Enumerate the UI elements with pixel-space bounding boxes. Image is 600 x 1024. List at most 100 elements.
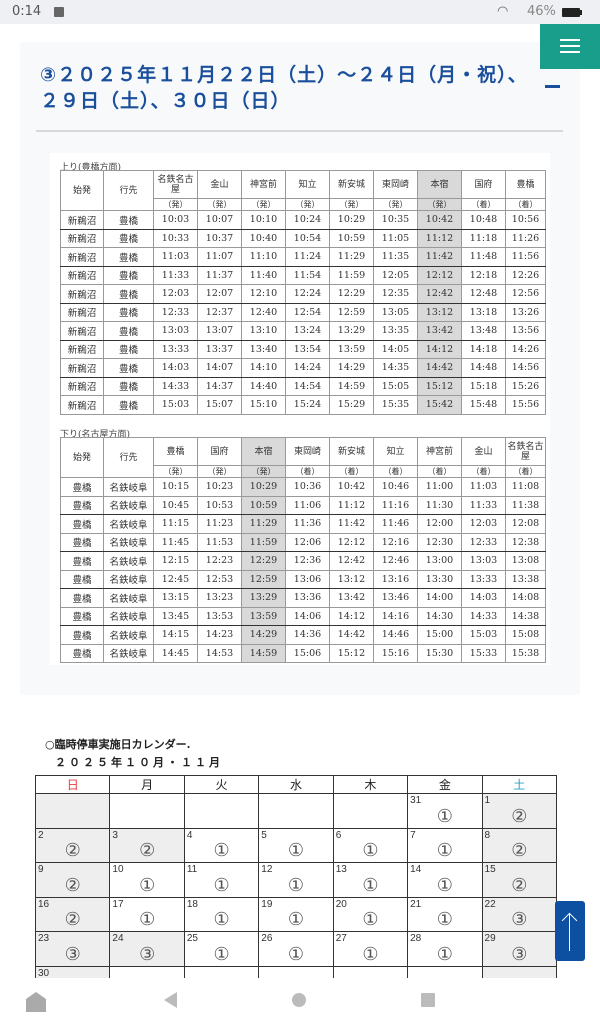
table-cell: 10:42 <box>417 210 462 230</box>
table-cell: 12:37 <box>197 302 242 322</box>
table-row: 豊橋 名鉄岐阜 11:45 11:53 11:59 12:06 12:12 12:16 12:3… <box>60 532 546 552</box>
table-cell: 豊橋 <box>103 247 154 267</box>
table-cell: 10:40 <box>241 228 286 248</box>
day-number: 30 <box>38 967 50 979</box>
day-number: 25 <box>186 933 198 944</box>
table-cell: 13:37 <box>197 339 242 359</box>
table-cell: 13:08 <box>505 551 546 571</box>
table-cell: 14:18 <box>461 339 506 359</box>
day-number: 18 <box>186 898 198 910</box>
column-subheader: （発） <box>241 465 286 478</box>
arrow-up-icon-shaft <box>569 913 570 951</box>
stop-pattern-mark: ① <box>287 874 305 896</box>
home-icon[interactable] <box>292 993 306 1007</box>
table-cell: 豊橋 <box>103 395 154 415</box>
column-header: 本宿 <box>417 170 462 199</box>
table-cell: 12:46 <box>373 551 418 571</box>
header-row: 始発 行先 豊橋 国府 本宿 東岡崎 新安城 知立 神宮前 金山 名鉄名古屋 <box>60 437 546 478</box>
table-cell: 13:48 <box>461 321 506 341</box>
table-cell: 名鉄岐阜 <box>103 551 154 571</box>
stop-pattern-mark: ② <box>511 805 528 827</box>
app-home-icon[interactable] <box>26 992 46 1012</box>
table-cell: 14:37 <box>197 376 242 396</box>
table-cell: 14:06 <box>285 606 330 626</box>
calendar-day: 31 ① <box>407 793 483 829</box>
table-cell: 15:06 <box>285 643 330 663</box>
table-cell: 13:42 <box>417 321 462 341</box>
timetable-up: 始発 行先 名鉄名古屋 金山 神宮前 知立 新安城 東岡崎 本宿 国府 豊橋 （発） （発） （発） （発）… <box>60 170 546 415</box>
calendar-day: 17 ① <box>109 896 185 932</box>
menu-button[interactable] <box>540 24 600 69</box>
table-cell: 10:24 <box>285 210 330 230</box>
stop-pattern-mark: ③ <box>511 943 528 965</box>
table-cell: 13:38 <box>505 569 546 589</box>
table-cell: 11:12 <box>329 495 374 515</box>
scroll-top-button[interactable] <box>555 901 585 961</box>
table-cell: 14:30 <box>417 606 462 626</box>
table-cell: 10:56 <box>505 210 546 230</box>
day-number: 9 <box>38 864 44 875</box>
stop-pattern-mark: ③ <box>139 943 156 965</box>
table-cell: 14:48 <box>461 358 506 378</box>
table-cell: 15:48 <box>461 395 506 415</box>
table-cell: 14:07 <box>197 358 242 378</box>
table-cell: 14:00 <box>417 588 462 608</box>
table-cell: 12:42 <box>329 551 374 571</box>
stop-pattern-mark: ① <box>436 943 453 965</box>
calendar-week: 9 ② 10 ① 11 ① 12 ① 13 ① 14 ① 15 ② <box>34 862 558 898</box>
table-cell: 13:03 <box>461 551 506 571</box>
table-cell: 新鵜沼 <box>60 228 104 248</box>
table-cell: 11:46 <box>373 514 418 534</box>
weekday-header: 水 <box>258 775 334 794</box>
stop-pattern-mark: ① <box>139 874 156 896</box>
day-number: 14 <box>410 864 422 875</box>
day-number: 29 <box>484 933 496 944</box>
calendar-day <box>258 793 334 829</box>
timetable-down: 始発 行先 豊橋 国府 本宿 東岡崎 新安城 知立 神宮前 金山 名鉄名古屋 （発） （発） （発） （着）… <box>60 437 546 663</box>
day-number: 21 <box>410 898 422 910</box>
calendar-day: 19 ① <box>258 896 334 932</box>
table-cell: 11:45 <box>153 532 198 552</box>
column-subheader: （発） <box>417 198 462 211</box>
table-cell: 14:29 <box>241 625 286 645</box>
table-cell: 13:53 <box>197 606 242 626</box>
table-cell: 10:07 <box>197 210 242 230</box>
table-cell: 12:18 <box>461 265 506 285</box>
table-cell: 10:59 <box>329 228 374 248</box>
table-cell: 豊橋 <box>60 606 104 626</box>
table-cell: 14:53 <box>197 643 242 663</box>
table-cell: 12:33 <box>153 302 198 322</box>
hamburger-icon-line <box>560 45 580 47</box>
page-title: ③２０２５年１１月２２日（土）～２４日（月・祝）、２９日（土）、３０日（日） <box>40 64 528 112</box>
table-cell: 11:42 <box>417 247 462 267</box>
table-cell: 13:33 <box>153 339 198 359</box>
table-cell: 14:23 <box>197 625 242 645</box>
recents-icon[interactable] <box>421 993 435 1007</box>
table-cell: 名鉄岐阜 <box>103 514 154 534</box>
table-cell: 12:30 <box>417 532 462 552</box>
day-number: 1 <box>484 795 491 806</box>
day-number: 10 <box>112 864 124 875</box>
table-cell: 11:53 <box>197 532 242 552</box>
table-cell: 14:26 <box>505 339 546 359</box>
calendar-day <box>332 793 409 829</box>
table-cell: 新鵜沼 <box>60 376 104 396</box>
table-cell: 豊橋 <box>103 265 154 285</box>
calendar-day: 12 ① <box>258 862 334 898</box>
table-cell: 豊橋 <box>103 339 154 359</box>
subheader-row: （発） （発） （発） （着） （着） （着） （着） （着） （着） <box>61 465 546 478</box>
calendar-day: 26 ① <box>258 931 334 967</box>
weekday-header: 火 <box>183 775 260 794</box>
table-cell: 13:33 <box>461 569 506 589</box>
table-cell: 11:24 <box>285 247 330 267</box>
table-cell: 13:29 <box>329 321 374 341</box>
table-cell: 14:29 <box>329 358 374 378</box>
back-icon[interactable] <box>164 992 177 1008</box>
table-cell: 15:00 <box>417 625 462 645</box>
table-row: 豊橋 名鉄岐阜 13:15 13:23 13:29 13:36 13:42 13:46 14:0… <box>60 588 546 608</box>
